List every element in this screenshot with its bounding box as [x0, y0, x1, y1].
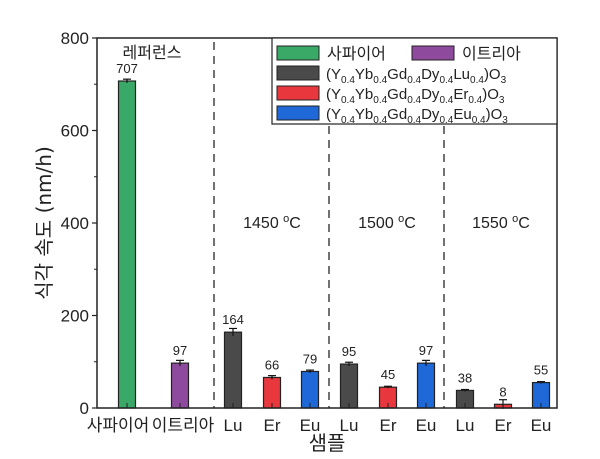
legend-label-lu: (Y0.4Yb0.4Gd0.4Dy0.4Lu0.4)O3	[326, 66, 507, 86]
bar-er: 45	[378, 367, 398, 409]
group-label-reference: 레퍼런스	[123, 43, 182, 62]
bar-yttria: 97	[170, 343, 190, 409]
y-tick-label: 200	[61, 307, 89, 326]
legend-label-yttria: 이트리아	[462, 44, 521, 63]
bar-sapphire: 707	[116, 61, 138, 409]
bar-eu: 79	[300, 351, 320, 409]
legend-swatch	[411, 45, 455, 61]
bar-er: 8	[493, 384, 513, 409]
y-axis-title: 식각 속도 (nm/h)	[32, 146, 56, 300]
group-label-temperature: 1550 oC	[472, 213, 530, 232]
x-tick-label: Er	[264, 416, 281, 435]
group-label-temperature: 1500 oC	[358, 213, 416, 232]
x-tick-label: Lu	[224, 416, 243, 435]
bar-value-label: 55	[534, 363, 548, 378]
legend-label-er: (Y0.4Yb0.4Gd0.4Dy0.4Er0.4)O3	[326, 86, 505, 106]
bar-lu: 95	[339, 344, 359, 409]
x-tick-label: Er	[380, 416, 397, 435]
bar-value-label: 8	[499, 384, 506, 399]
bar-value-label: 79	[303, 351, 317, 366]
x-tick-label: Er	[495, 416, 512, 435]
legend-swatch	[276, 45, 320, 61]
x-tick-label: Lu	[456, 416, 475, 435]
bar-value-label: 97	[173, 343, 187, 358]
group-labels: 레퍼런스 1450 oC 1500 oC 1550 oC	[123, 43, 530, 232]
y-tick-label: 400	[61, 214, 89, 233]
y-tick-label: 800	[61, 29, 89, 48]
bar-lu: 38	[455, 370, 475, 409]
legend-label-eu: (Y0.4Yb0.4Gd0.4Dy0.4Eu0.4)O3	[326, 106, 508, 126]
bar-eu: 97	[416, 343, 436, 409]
y-tick-label: 0	[80, 399, 89, 418]
legend-swatch	[276, 85, 320, 101]
bar-value-label: 707	[116, 61, 138, 76]
x-tick-label: Eu	[416, 416, 437, 435]
bar-value-label: 66	[265, 357, 279, 372]
bar-value-label: 38	[458, 370, 472, 385]
x-tick-label: Lu	[340, 416, 359, 435]
bar-eu: 55	[531, 363, 551, 409]
bar-er: 66	[262, 357, 282, 409]
x-tick-label: 사파이어	[87, 416, 150, 436]
bar-value-label: 95	[342, 344, 356, 359]
x-axis-title: 샘플	[309, 431, 346, 455]
bar-value-label: 97	[419, 343, 433, 358]
x-axis-tick-labels: 사파이어 이트리아 Lu Er Eu Lu Er Eu Lu Er Eu	[87, 416, 552, 436]
y-tick-label: 600	[61, 122, 89, 141]
y-axis-ticks: 0 200 400 600 800	[61, 29, 97, 418]
bars: 707 97 164 66 79 95 45 97 38 8 55	[116, 61, 551, 409]
x-tick-label: Eu	[300, 416, 321, 435]
x-tick-label: 이트리아	[152, 416, 215, 436]
legend-swatch	[276, 65, 320, 81]
bar-lu: 164	[222, 312, 244, 409]
legend: 사파이어 이트리아(Y0.4Yb0.4Gd0.4Dy0.4Lu0.4)O3(Y0.…	[271, 37, 558, 126]
bar-value-label: 45	[381, 367, 395, 382]
legend-label-sapphire: 사파이어	[327, 44, 386, 63]
legend-swatch	[276, 105, 320, 121]
x-tick-label: Eu	[531, 416, 552, 435]
group-label-temperature: 1450 oC	[243, 213, 301, 232]
bar-value-label: 164	[222, 312, 244, 327]
